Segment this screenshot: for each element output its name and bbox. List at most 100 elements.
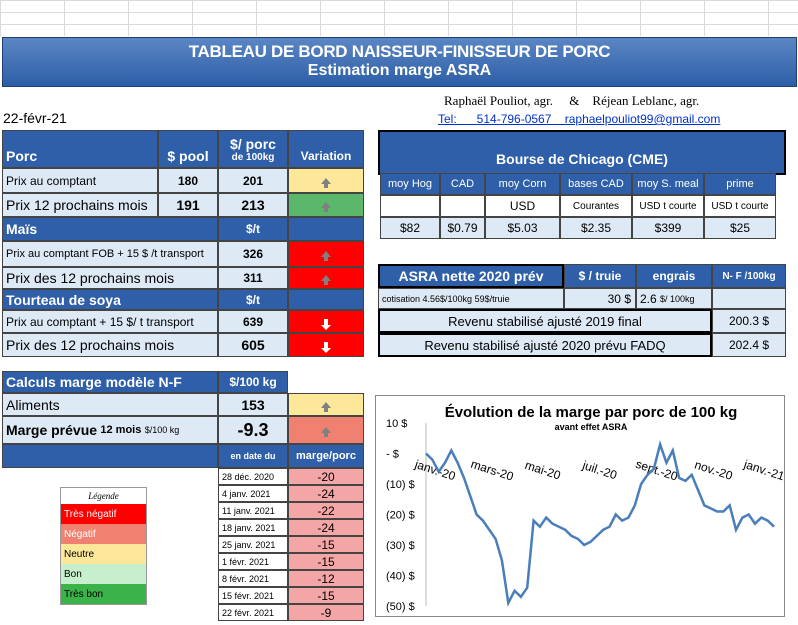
chart-subtitle: avant effet ASRA bbox=[555, 422, 628, 432]
chicago-value: $0.79 bbox=[440, 217, 485, 239]
chicago-value: $25 bbox=[704, 217, 776, 239]
chicago-unit: USD t courte bbox=[632, 195, 704, 217]
dashboard-title: TABLEAU DE BORD NAISSEUR-FINISSEUR DE PO… bbox=[188, 42, 611, 61]
porc-comptant-pool: 180 bbox=[158, 168, 218, 193]
soya-variation-header bbox=[288, 289, 364, 310]
report-date: 22-févr-21 bbox=[3, 110, 67, 126]
y-tick-label: (30) $ bbox=[386, 540, 415, 552]
porc-12mois-label: Prix 12 prochains mois bbox=[2, 193, 158, 217]
legend-tres-bon: Très bon bbox=[61, 584, 146, 604]
chicago-col-header: moy Hog bbox=[380, 173, 440, 195]
history-marge-value: -15 bbox=[288, 536, 364, 553]
history-date: 28 déc. 2020 bbox=[218, 468, 288, 485]
x-tick-label: mai-20 bbox=[523, 458, 563, 483]
porc-price-header-line1: $/ porc bbox=[230, 135, 276, 152]
y-tick-label: - $ bbox=[386, 449, 399, 461]
x-tick-label: juil.-20 bbox=[580, 458, 619, 483]
porc-header: Porc bbox=[2, 130, 158, 168]
chicago-header: Bourse de Chicago (CME) bbox=[378, 130, 786, 175]
history-marge-value: -22 bbox=[288, 502, 364, 519]
mais-comptant-value: 326 bbox=[218, 241, 288, 267]
dashboard-subtitle: Estimation marge ASRA bbox=[307, 62, 492, 79]
history-date: 22 févr. 2021 bbox=[218, 604, 288, 621]
history-date: 18 janv. 2021 bbox=[218, 519, 288, 536]
asra-engrais-value: 2.6 bbox=[640, 291, 657, 306]
legend-negatif: Négatif bbox=[61, 524, 146, 544]
history-date: 4 janv. 2021 bbox=[218, 485, 288, 502]
y-tick-label: (20) $ bbox=[386, 510, 415, 522]
legend-neutre: Neutre bbox=[61, 544, 146, 564]
history-marge-header: marge/porc bbox=[288, 444, 364, 468]
chicago-value: $2.35 bbox=[560, 217, 632, 239]
marge-sub: 12 mois bbox=[100, 424, 142, 436]
y-tick-label: 10 $ bbox=[386, 418, 407, 430]
aliments-variation bbox=[288, 393, 364, 416]
porc-price-header-line2: de 100kg bbox=[231, 151, 275, 163]
porc-12mois-pool: 191 bbox=[158, 193, 218, 217]
legend: Légende Très négatif Négatif Neutre Bon … bbox=[60, 487, 147, 605]
x-tick-label: mars-20 bbox=[469, 457, 515, 484]
legend-title: Légende bbox=[88, 491, 119, 501]
history-date: 25 janv. 2021 bbox=[218, 536, 288, 553]
asra-nf-header: N- F /100kg bbox=[712, 264, 786, 288]
revenu-2019-value: 200.3 $ bbox=[712, 309, 786, 333]
y-tick-label: (50) $ bbox=[386, 601, 415, 613]
chicago-value: $5.03 bbox=[485, 217, 560, 239]
margin-chart: Évolution de la marge par porc de 100 kg… bbox=[375, 395, 787, 617]
history-date: 15 févr. 2021 bbox=[218, 587, 288, 604]
porc-comptant-price: 201 bbox=[218, 168, 288, 193]
aliments-value: 153 bbox=[218, 393, 288, 416]
arrow-up-icon bbox=[321, 401, 331, 412]
mais-unit-header: $/t bbox=[218, 217, 288, 241]
revenu-2020-value: 202.4 $ bbox=[712, 333, 786, 357]
chicago-col-header: moy S. meal bbox=[632, 173, 704, 195]
chicago-unit bbox=[380, 195, 440, 217]
marge-unit: $/100 kg bbox=[144, 425, 180, 435]
variation-header: Variation bbox=[288, 130, 364, 168]
history-marge-value: -15 bbox=[288, 553, 364, 570]
porc-comptant-label: Prix au comptant bbox=[2, 168, 158, 193]
chicago-value: $399 bbox=[632, 217, 704, 239]
history-marge-value: -9 bbox=[288, 604, 364, 621]
y-tick-label: (40) $ bbox=[386, 571, 415, 583]
history-marge-value: -24 bbox=[288, 519, 364, 536]
marge-label: Marge prévue bbox=[6, 422, 98, 438]
revenu-2020-label: Revenu stabilisé ajusté 2020 prévu FADQ bbox=[378, 333, 712, 357]
porc-12mois-variation bbox=[288, 193, 364, 217]
series-line bbox=[425, 440, 775, 607]
y-tick-label: (10) $ bbox=[386, 479, 415, 491]
x-tick-label: nov.-20 bbox=[693, 457, 735, 483]
arrow-up-icon bbox=[321, 202, 331, 212]
asra-nf-blank bbox=[712, 288, 786, 309]
arrow-up-icon bbox=[321, 177, 331, 188]
history-date: 1 févr. 2021 bbox=[218, 553, 288, 570]
arrow-down-icon bbox=[321, 342, 331, 353]
history-header-blank bbox=[2, 444, 218, 468]
chicago-col-header: bases CAD bbox=[560, 173, 632, 195]
mais-12mois-value: 311 bbox=[218, 267, 288, 289]
arrow-up-icon bbox=[321, 251, 331, 261]
legend-tres-negatif: Très négatif bbox=[61, 504, 146, 524]
margin-chart-svg: Évolution de la marge par porc de 100 kg… bbox=[386, 404, 787, 613]
arrow-up-icon bbox=[321, 427, 331, 437]
legend-bon: Bon bbox=[61, 564, 146, 584]
contact-link[interactable]: Tel: 514-796-0567 raphaelpouliot99@gmail… bbox=[438, 112, 721, 126]
chicago-col-header: prime bbox=[704, 173, 776, 195]
asra-truie-header: $ / truie bbox=[564, 264, 636, 288]
soya-comptant-label: Prix au comptant + 15 $/ t transport bbox=[2, 310, 218, 333]
asra-cotisation: cotisation 4.56$/100kg 59$/truie bbox=[378, 288, 564, 309]
chicago-col-header: CAD bbox=[440, 173, 485, 195]
asra-engrais-cell: 2.6 $/ 100kg bbox=[636, 288, 712, 309]
history-marge-value: -15 bbox=[288, 587, 364, 604]
x-tick-label: janv.-21 bbox=[741, 457, 786, 484]
arrow-down-icon bbox=[321, 318, 331, 330]
chicago-col-header: moy Corn bbox=[485, 173, 560, 195]
asra-truie-cell: 30 $ bbox=[564, 288, 636, 309]
porc-price-header: $/ porc de 100kg bbox=[218, 130, 288, 168]
chicago-unit bbox=[440, 195, 485, 217]
revenu-2019-label: Revenu stabilisé ajusté 2019 final bbox=[378, 309, 712, 333]
asra-engrais-header: engrais bbox=[636, 264, 712, 288]
chicago-unit: USD t courte bbox=[704, 195, 776, 217]
mais-12mois-variation bbox=[288, 267, 364, 289]
calculs-header: Calculs marge modèle N-F bbox=[2, 371, 218, 393]
